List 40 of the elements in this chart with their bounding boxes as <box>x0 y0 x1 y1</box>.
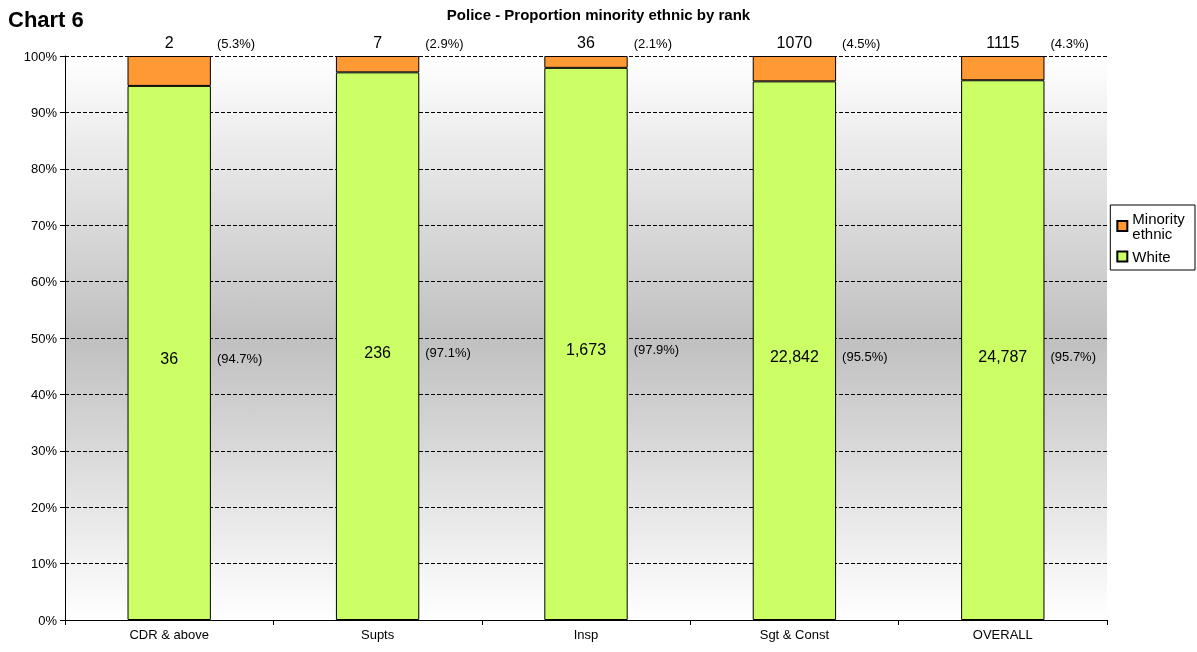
y-tick-label: 60% <box>30 274 58 290</box>
legend-label: White <box>1132 248 1171 265</box>
y-tick-label: 70% <box>30 217 58 233</box>
annotation: (97.9%) <box>633 342 680 358</box>
y-tick-label: 90% <box>30 104 58 120</box>
annotation: 1,673 <box>565 341 607 359</box>
y-tick-label: 20% <box>30 499 58 515</box>
x-tick-label: OVERALL <box>972 627 1033 642</box>
y-tick-label: 80% <box>30 161 58 177</box>
x-tick-label: Supts <box>360 627 395 642</box>
x-tick-label: Insp <box>573 627 599 642</box>
text: 2 <box>164 33 174 51</box>
annotation: 22,842 <box>769 348 819 366</box>
text: 1115 <box>986 33 1020 51</box>
text: (4.3%) <box>1050 36 1089 51</box>
legend-label: Minority ethnic <box>1132 210 1190 242</box>
annotation: 24,787 <box>978 347 1028 365</box>
y-tick-label: 50% <box>30 330 58 346</box>
text: 1070 <box>776 33 813 51</box>
annotation: (94.7%) <box>216 351 263 367</box>
x-tick-label: Sgt & Const <box>759 627 830 642</box>
text: (5.3%) <box>216 36 256 51</box>
y-tick-label: 10% <box>30 556 58 572</box>
annotation: 236 <box>364 343 392 361</box>
chart-title: Police - Proportion minority ethnic by rank <box>446 6 751 23</box>
annotation: (95.7%) <box>1050 348 1097 364</box>
annotation: (95.5%) <box>842 349 888 365</box>
text: (2.9%) <box>425 36 464 51</box>
annotation: 36 <box>160 350 179 368</box>
annotation: (97.1%) <box>425 344 471 360</box>
caption: Chart 6 <box>8 6 84 32</box>
y-tick-label: 40% <box>30 386 58 402</box>
y-tick-label: 0% <box>38 612 58 628</box>
text: (4.5%) <box>842 36 881 51</box>
text: 7 <box>373 33 383 51</box>
x-tick-label: CDR & above <box>129 627 209 642</box>
text: 36 <box>577 33 595 51</box>
y-tick-label: 100% <box>23 48 58 64</box>
text: (2.1%) <box>633 36 672 51</box>
y-tick-label: 30% <box>30 443 58 459</box>
